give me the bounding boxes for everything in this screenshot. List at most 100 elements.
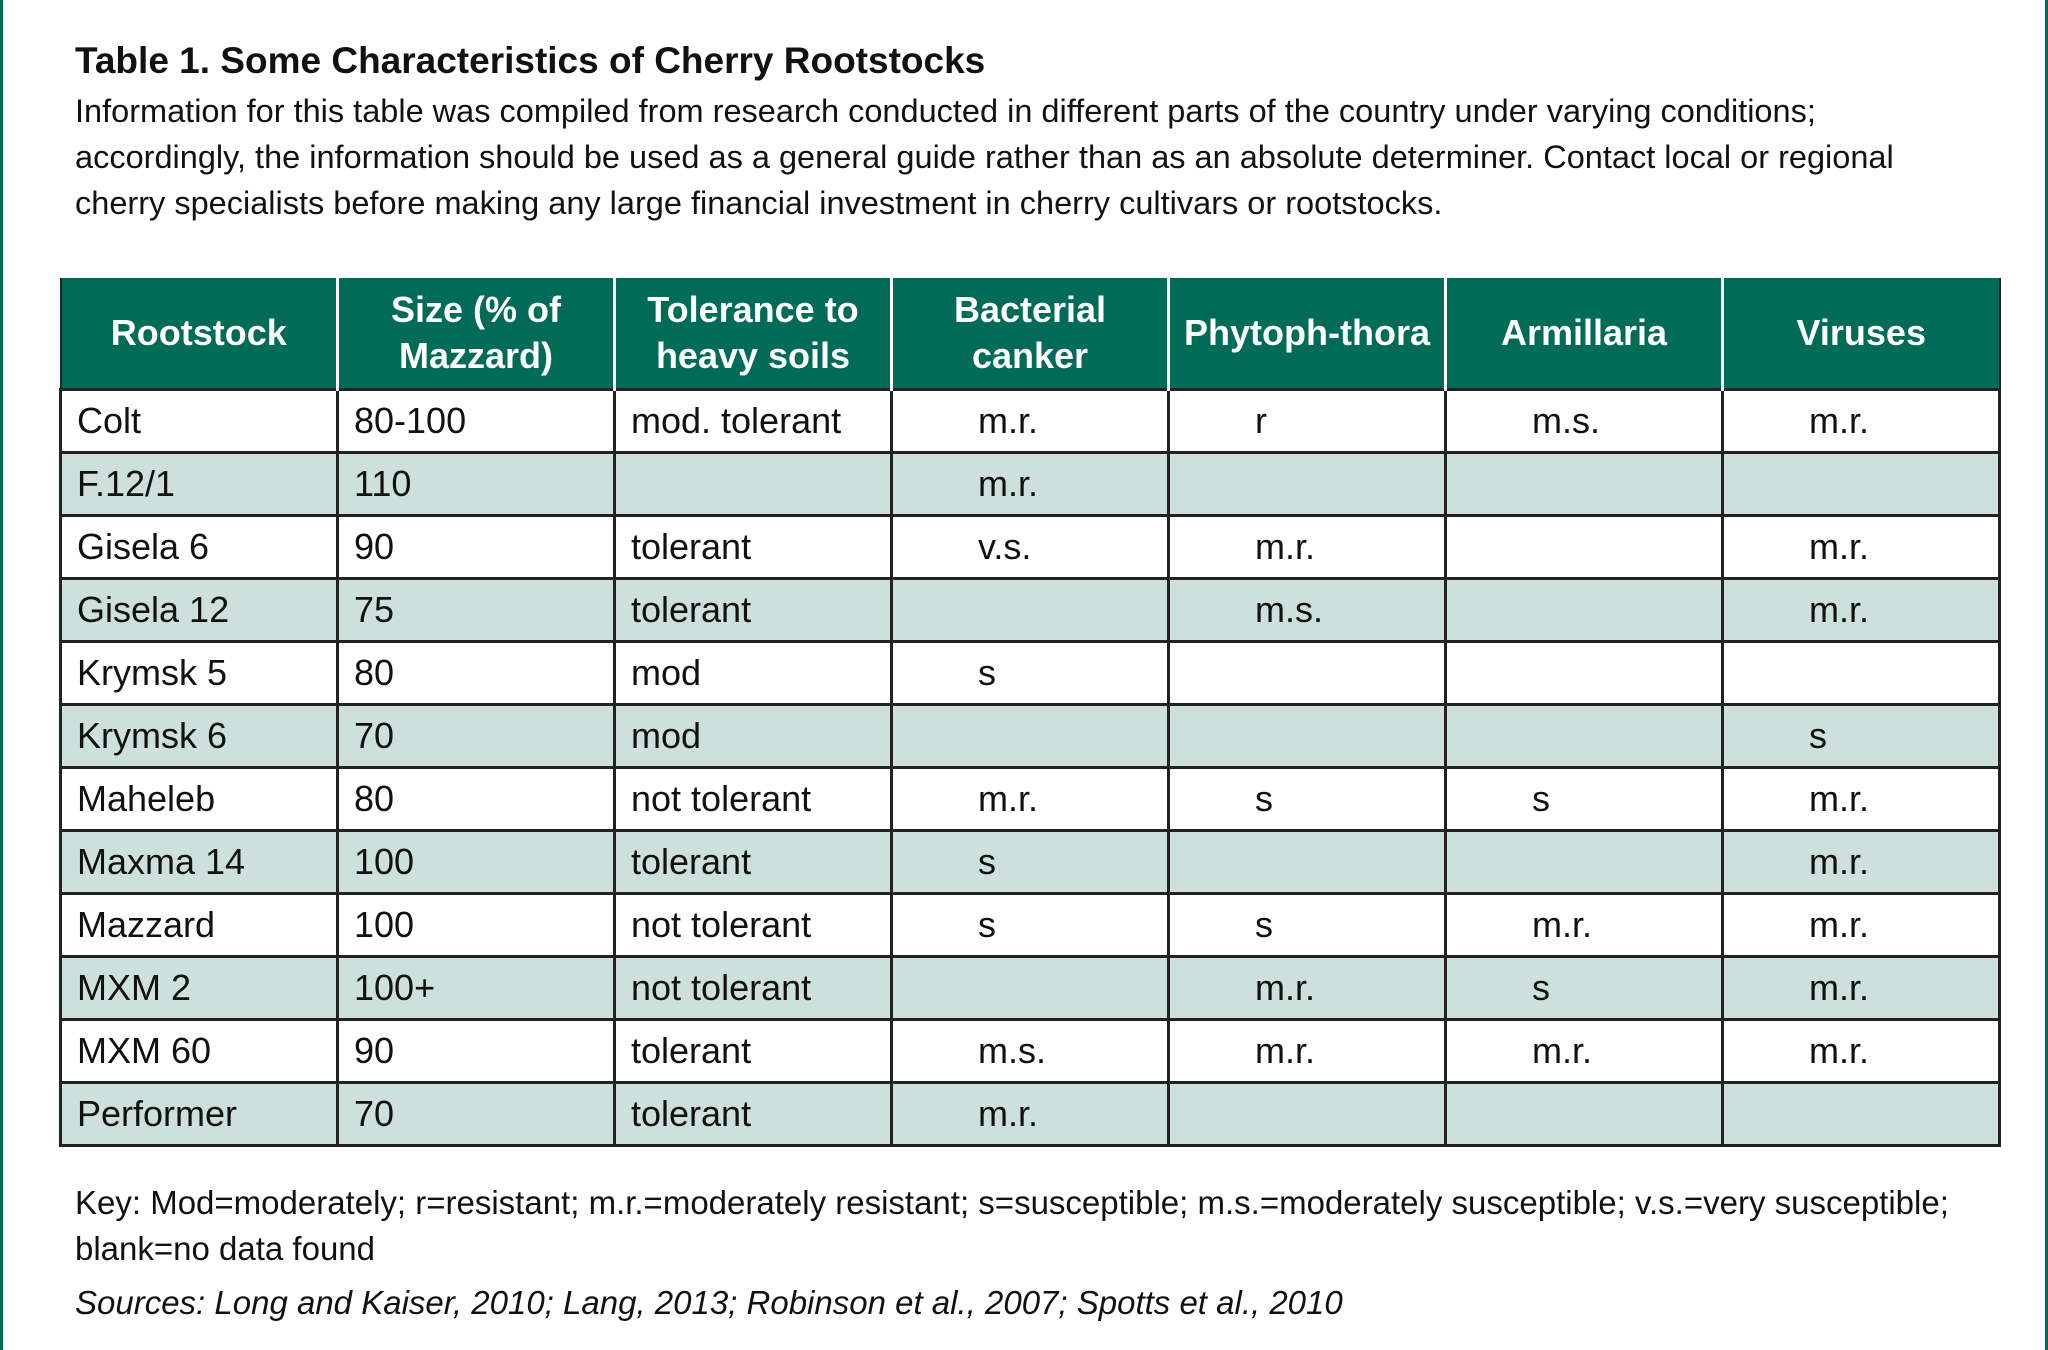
- table-cell: not tolerant: [613, 955, 893, 1021]
- table-cell: [1444, 829, 1724, 895]
- table-cell: 90: [336, 514, 616, 580]
- table-cell: s: [1444, 955, 1724, 1021]
- table-row: MXM 60 90 tolerant m.s. m.r. m.r. m.r.: [59, 1018, 2001, 1084]
- table-cell: 100: [336, 829, 616, 895]
- table-cell: m.r.: [1721, 577, 2001, 643]
- table-cell: m.s.: [1167, 577, 1447, 643]
- table-cell: [1444, 451, 1724, 517]
- table-cell: F.12/1: [59, 451, 339, 517]
- table-cell: mod: [613, 703, 893, 769]
- table-cell: not tolerant: [613, 892, 893, 958]
- sources-note: Sources: Long and Kaiser, 2010; Lang, 20…: [75, 1284, 1343, 1321]
- table-cell: tolerant: [613, 1018, 893, 1084]
- table-cell: MXM 2: [59, 955, 339, 1021]
- table-cell: tolerant: [613, 514, 893, 580]
- table-cell: m.s.: [1444, 388, 1724, 454]
- header-cell: Rootstock: [59, 278, 339, 390]
- table-cell: Krymsk 6: [59, 703, 339, 769]
- table-cell: mod: [613, 640, 893, 706]
- table-head: Rootstock Size (% of Mazzard) Tolerance to…: [59, 278, 2001, 390]
- table-cell: 70: [336, 703, 616, 769]
- table-cell: 80: [336, 640, 616, 706]
- table-row: Colt 80-100 mod. tolerant m.r. r m.s. m.r.: [59, 388, 2001, 454]
- header-cell: Armillaria: [1444, 278, 1724, 390]
- table-cell: [1444, 640, 1724, 706]
- table-row: Krymsk 5 80 mod s: [59, 640, 2001, 706]
- table-cell: MXM 60: [59, 1018, 339, 1084]
- table-cell: m.r.: [1721, 892, 2001, 958]
- table-cell: [1721, 1081, 2001, 1147]
- table-cell: 80-100: [336, 388, 616, 454]
- table-cell: tolerant: [613, 829, 893, 895]
- table-cell: m.r.: [1721, 514, 2001, 580]
- table-row: Maxma 14 100 tolerant s m.r.: [59, 829, 2001, 895]
- table-cell: [1444, 514, 1724, 580]
- table-cell: [1721, 640, 2001, 706]
- table-cell: Gisela 6: [59, 514, 339, 580]
- table-cell: m.r.: [1444, 892, 1724, 958]
- table-row: Performer 70 tolerant m.r.: [59, 1081, 2001, 1147]
- key-note: Key: Mod=moderately; r=resistant; m.r.=m…: [75, 1184, 1949, 1267]
- table-row: F.12/1 110 m.r.: [59, 451, 2001, 517]
- table-cell: Mazzard: [59, 892, 339, 958]
- table-cell: v.s.: [890, 514, 1170, 580]
- table-cell: m.r.: [1167, 514, 1447, 580]
- table-cell: m.r.: [1444, 1018, 1724, 1084]
- table-cell: not tolerant: [613, 766, 893, 832]
- table-cell: Maheleb: [59, 766, 339, 832]
- table-cell: m.r.: [1167, 955, 1447, 1021]
- header-cell: Tolerance to heavy soils: [613, 278, 893, 390]
- table-cell: [1444, 703, 1724, 769]
- table-cell: m.r.: [1721, 766, 2001, 832]
- table-cell: m.r.: [890, 451, 1170, 517]
- table-cell: [1167, 451, 1447, 517]
- table-cell: Colt: [59, 388, 339, 454]
- table-cell: [1721, 451, 2001, 517]
- table-row: Gisela 12 75 tolerant m.s. m.r.: [59, 577, 2001, 643]
- header-cell: Phytoph-thora: [1167, 278, 1447, 390]
- table-cell: m.r.: [1721, 829, 2001, 895]
- table-cell: 90: [336, 1018, 616, 1084]
- table-cell: s: [890, 640, 1170, 706]
- table-body: Colt 80-100 mod. tolerant m.r. r m.s. m.r. F.12…: [59, 388, 2001, 1147]
- table-cell: m.r.: [890, 766, 1170, 832]
- table-row: MXM 2 100+ not tolerant m.r. s m.r.: [59, 955, 2001, 1021]
- table-cell: 75: [336, 577, 616, 643]
- table-cell: tolerant: [613, 1081, 893, 1147]
- table-cell: m.r.: [1721, 1018, 2001, 1084]
- table-cell: s: [890, 829, 1170, 895]
- header-row: Rootstock Size (% of Mazzard) Tolerance to…: [59, 278, 2001, 390]
- table-cell: 100: [336, 892, 616, 958]
- table-cell: [1167, 703, 1447, 769]
- table-cell: [890, 577, 1170, 643]
- table-cell: 100+: [336, 955, 616, 1021]
- table-cell: m.r.: [890, 388, 1170, 454]
- table-cell: Krymsk 5: [59, 640, 339, 706]
- table-cell: s: [890, 892, 1170, 958]
- header-cell: Size (% of Mazzard): [336, 278, 616, 390]
- table-cell: m.r.: [890, 1081, 1170, 1147]
- rootstock-table: Rootstock Size (% of Mazzard) Tolerance to…: [59, 278, 2001, 1147]
- table-cell: [1167, 1081, 1447, 1147]
- table-cell: [613, 451, 893, 517]
- header-cell: Bacterial canker: [890, 278, 1170, 390]
- table-row: Gisela 6 90 tolerant v.s. m.r. m.r.: [59, 514, 2001, 580]
- table-cell: 70: [336, 1081, 616, 1147]
- table-cell: s: [1721, 703, 2001, 769]
- table-cell: r: [1167, 388, 1447, 454]
- table-caption: Information for this table was compiled …: [75, 93, 1894, 221]
- table-cell: s: [1167, 892, 1447, 958]
- table-cell: m.s.: [890, 1018, 1170, 1084]
- table-cell: mod. tolerant: [613, 388, 893, 454]
- table-row: Mazzard 100 not tolerant s s m.r. m.r.: [59, 892, 2001, 958]
- table-cell: [1167, 640, 1447, 706]
- table-cell: 110: [336, 451, 616, 517]
- table-cell: [890, 703, 1170, 769]
- table-cell: [890, 955, 1170, 1021]
- table-cell: s: [1167, 766, 1447, 832]
- header-cell: Viruses: [1721, 278, 2001, 390]
- table-row: Krymsk 6 70 mod s: [59, 703, 2001, 769]
- table-cell: m.r.: [1721, 955, 2001, 1021]
